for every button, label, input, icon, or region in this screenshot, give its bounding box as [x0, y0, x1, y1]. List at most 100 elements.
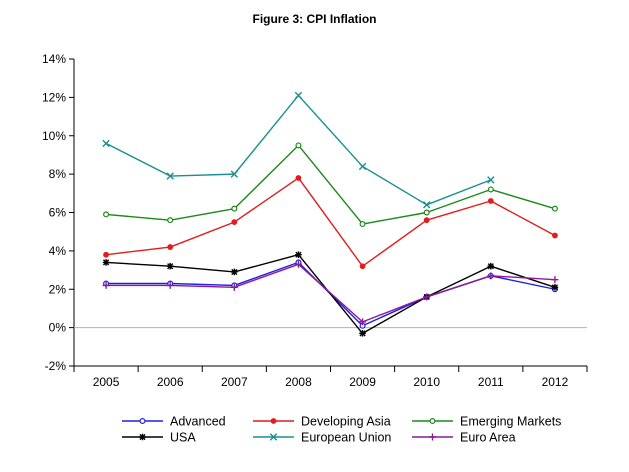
data-point-emerging-markets — [103, 211, 110, 218]
marker-circle — [139, 418, 146, 425]
legend-marker — [139, 418, 146, 425]
marker-asterisk — [551, 284, 559, 291]
series-emerging-markets — [103, 142, 558, 228]
marker-circle — [295, 142, 302, 149]
data-point-emerging-markets — [167, 217, 174, 224]
data-point-emerging-markets — [231, 205, 238, 212]
data-point-euro-area — [359, 318, 367, 326]
marker-x — [358, 162, 367, 171]
marker-circle — [487, 186, 494, 193]
y-tick-label: 4% — [49, 244, 67, 258]
data-point-usa — [359, 330, 366, 337]
data-point-euro-area — [423, 293, 431, 301]
legend: Advanced Developing Asia Emerging Markets U… — [122, 415, 561, 445]
data-point-european-union — [294, 91, 303, 100]
marker-x — [294, 91, 303, 100]
marker-dot — [103, 251, 109, 258]
data-point-european-union — [487, 176, 495, 184]
y-tick-label: 6% — [49, 206, 67, 220]
legend-entry-usa: USA — [122, 431, 196, 445]
data-point-emerging-markets — [551, 205, 558, 212]
series-european-union — [102, 91, 495, 209]
legend-marker — [429, 433, 436, 441]
data-point-usa — [231, 268, 238, 276]
marker-circle — [429, 418, 436, 425]
data-point-emerging-markets — [487, 186, 494, 193]
marker-plus — [423, 293, 431, 301]
legend-label: Developing Asia — [301, 415, 391, 429]
series-line-euro-area — [106, 263, 555, 323]
data-point-developing-asia — [423, 217, 430, 224]
marker-circle — [231, 205, 238, 212]
legend-entry-advanced: Advanced — [122, 415, 226, 429]
marker-circle — [167, 217, 174, 224]
marker-plus — [102, 281, 110, 289]
data-point-usa — [102, 259, 110, 266]
series-euro-area — [102, 260, 559, 326]
legend-label: European Union — [301, 431, 391, 445]
data-point-usa — [295, 251, 302, 259]
marker-circle — [359, 221, 366, 228]
legend-marker — [139, 433, 146, 441]
marker-asterisk — [359, 330, 366, 337]
series-usa — [102, 251, 559, 337]
marker-asterisk — [139, 433, 146, 441]
legend-marker — [269, 433, 278, 441]
x-tick-label: 2011 — [478, 375, 504, 389]
data-point-euro-area — [166, 281, 174, 289]
marker-asterisk — [166, 262, 174, 270]
x-tick-label: 2010 — [413, 375, 440, 389]
marker-plus — [294, 260, 302, 268]
data-point-emerging-markets — [295, 142, 302, 149]
marker-plus — [359, 318, 367, 326]
data-point-euro-area — [102, 281, 110, 289]
x-tick-label: 2006 — [157, 375, 184, 389]
data-point-developing-asia — [295, 175, 302, 181]
x-tick-label: 2009 — [349, 375, 376, 389]
x-tick-label: 2008 — [285, 375, 312, 389]
marker-asterisk — [102, 259, 110, 266]
legend-label: Emerging Markets — [460, 415, 561, 429]
data-point-usa — [551, 284, 559, 291]
marker-x — [269, 433, 278, 441]
x-tick-label: 2012 — [542, 375, 569, 389]
marker-dot — [167, 244, 174, 250]
series-developing-asia — [103, 175, 558, 270]
marker-plus — [551, 276, 559, 284]
legend-marker — [429, 418, 436, 425]
marker-asterisk — [231, 268, 238, 276]
data-point-developing-asia — [231, 219, 238, 225]
legend-label: Advanced — [170, 415, 226, 429]
data-point-european-union — [358, 162, 367, 171]
marker-dot — [359, 263, 366, 270]
marker-x — [487, 176, 495, 184]
legend-entry-developing-asia: Developing Asia — [253, 415, 391, 429]
marker-circle — [103, 211, 110, 218]
data-point-usa — [166, 262, 174, 270]
marker-x — [166, 172, 174, 180]
data-point-emerging-markets — [423, 209, 430, 216]
x-tick-label: 2005 — [93, 375, 120, 389]
y-tick-label: 12% — [42, 90, 66, 104]
data-point-developing-asia — [167, 244, 174, 250]
series-line-emerging-markets — [106, 144, 556, 225]
marker-x — [422, 201, 431, 209]
series-line-european-union — [105, 94, 492, 206]
data-point-european-union — [230, 170, 239, 178]
marker-x — [102, 139, 110, 148]
axes: -2% 0% 2% 4% 6% 8% 10% 12% 14% 2005 2006 2007 2008 20… — [42, 52, 588, 389]
marker-dot — [487, 198, 494, 204]
legend-entry-emerging-markets: Emerging Markets — [412, 415, 561, 429]
legend-label: Euro Area — [460, 431, 516, 445]
data-point-developing-asia — [103, 251, 109, 258]
y-tick-label: 10% — [42, 129, 66, 143]
y-tick-label: -2% — [45, 359, 67, 373]
y-tick-label: 14% — [42, 52, 66, 66]
data-point-developing-asia — [359, 263, 366, 270]
series-line-usa — [106, 254, 556, 335]
y-tick-label: 8% — [49, 167, 67, 181]
marker-plus — [166, 281, 174, 289]
x-tick-label: 2007 — [221, 375, 248, 389]
marker-dot — [552, 232, 558, 239]
